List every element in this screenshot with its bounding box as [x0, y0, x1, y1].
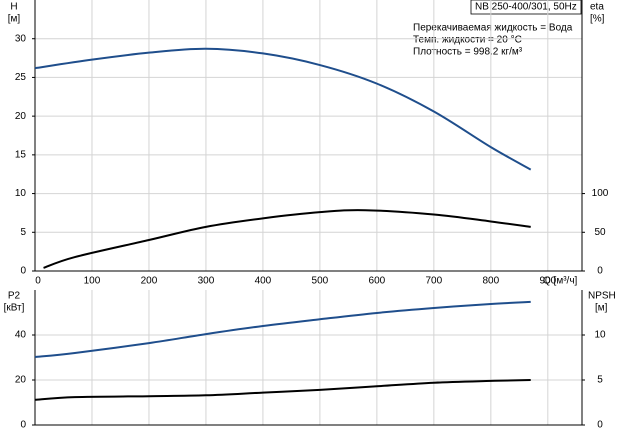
- x-tick-label: 800: [482, 276, 499, 287]
- x-tick-label: 700: [426, 276, 443, 287]
- curve: [34, 47, 532, 171]
- y-tick-label: 15: [15, 149, 27, 160]
- y-tick-label: 0: [20, 266, 26, 277]
- x-tick-label: 300: [198, 276, 215, 287]
- y-tick-label: 5: [20, 227, 26, 238]
- x-tick-label: 200: [141, 276, 158, 287]
- y2-tick-label: 0: [597, 420, 603, 431]
- y-axis-unit: [кВт]: [4, 303, 25, 314]
- y2-axis-label: NPSH: [588, 291, 616, 302]
- x-tick-label: 0: [35, 276, 41, 287]
- x-tick-label: 500: [312, 276, 329, 287]
- y2-axis-unit: [%]: [590, 14, 605, 25]
- x-tick-label: 900: [539, 276, 556, 287]
- y-tick-label: 20: [15, 111, 27, 122]
- x-tick-label: 400: [255, 276, 272, 287]
- y-tick-label: 25: [15, 72, 27, 83]
- y2-tick-label: 10: [594, 330, 606, 341]
- curve: [34, 300, 531, 359]
- y2-tick-label: 5: [597, 375, 603, 386]
- y-axis-label: P2: [8, 291, 21, 302]
- curve: [43, 209, 531, 269]
- annotation: Перекачиваемая жидкость = Вода: [413, 23, 573, 34]
- y2-axis-label: eta: [590, 2, 604, 13]
- y-axis-label: H: [10, 2, 17, 13]
- y-tick-label: 10: [15, 188, 27, 199]
- y2-tick-label: 0: [597, 266, 603, 277]
- y-tick-label: 40: [15, 330, 27, 341]
- title-box: [470, 0, 582, 15]
- y-tick-label: 30: [15, 33, 27, 44]
- y-tick-label: 20: [15, 375, 27, 386]
- annotation: Темп. жидкости = 20 °C: [413, 35, 522, 46]
- y-tick-label: 0: [20, 420, 26, 431]
- y2-tick-label: 100: [592, 188, 609, 199]
- y2-tick-label: 50: [594, 227, 606, 238]
- x-tick-label: 600: [369, 276, 386, 287]
- chart-title: NB 250-400/301, 50Hz: [475, 2, 577, 13]
- x-axis-label: Q [м³/ч]: [543, 276, 578, 287]
- y2-axis-unit: [м]: [595, 303, 608, 314]
- y-axis-unit: [м]: [8, 14, 21, 25]
- annotation: Плотность = 998.2 кг/м³: [413, 47, 523, 58]
- x-tick-label: 100: [84, 276, 101, 287]
- curve: [34, 379, 531, 401]
